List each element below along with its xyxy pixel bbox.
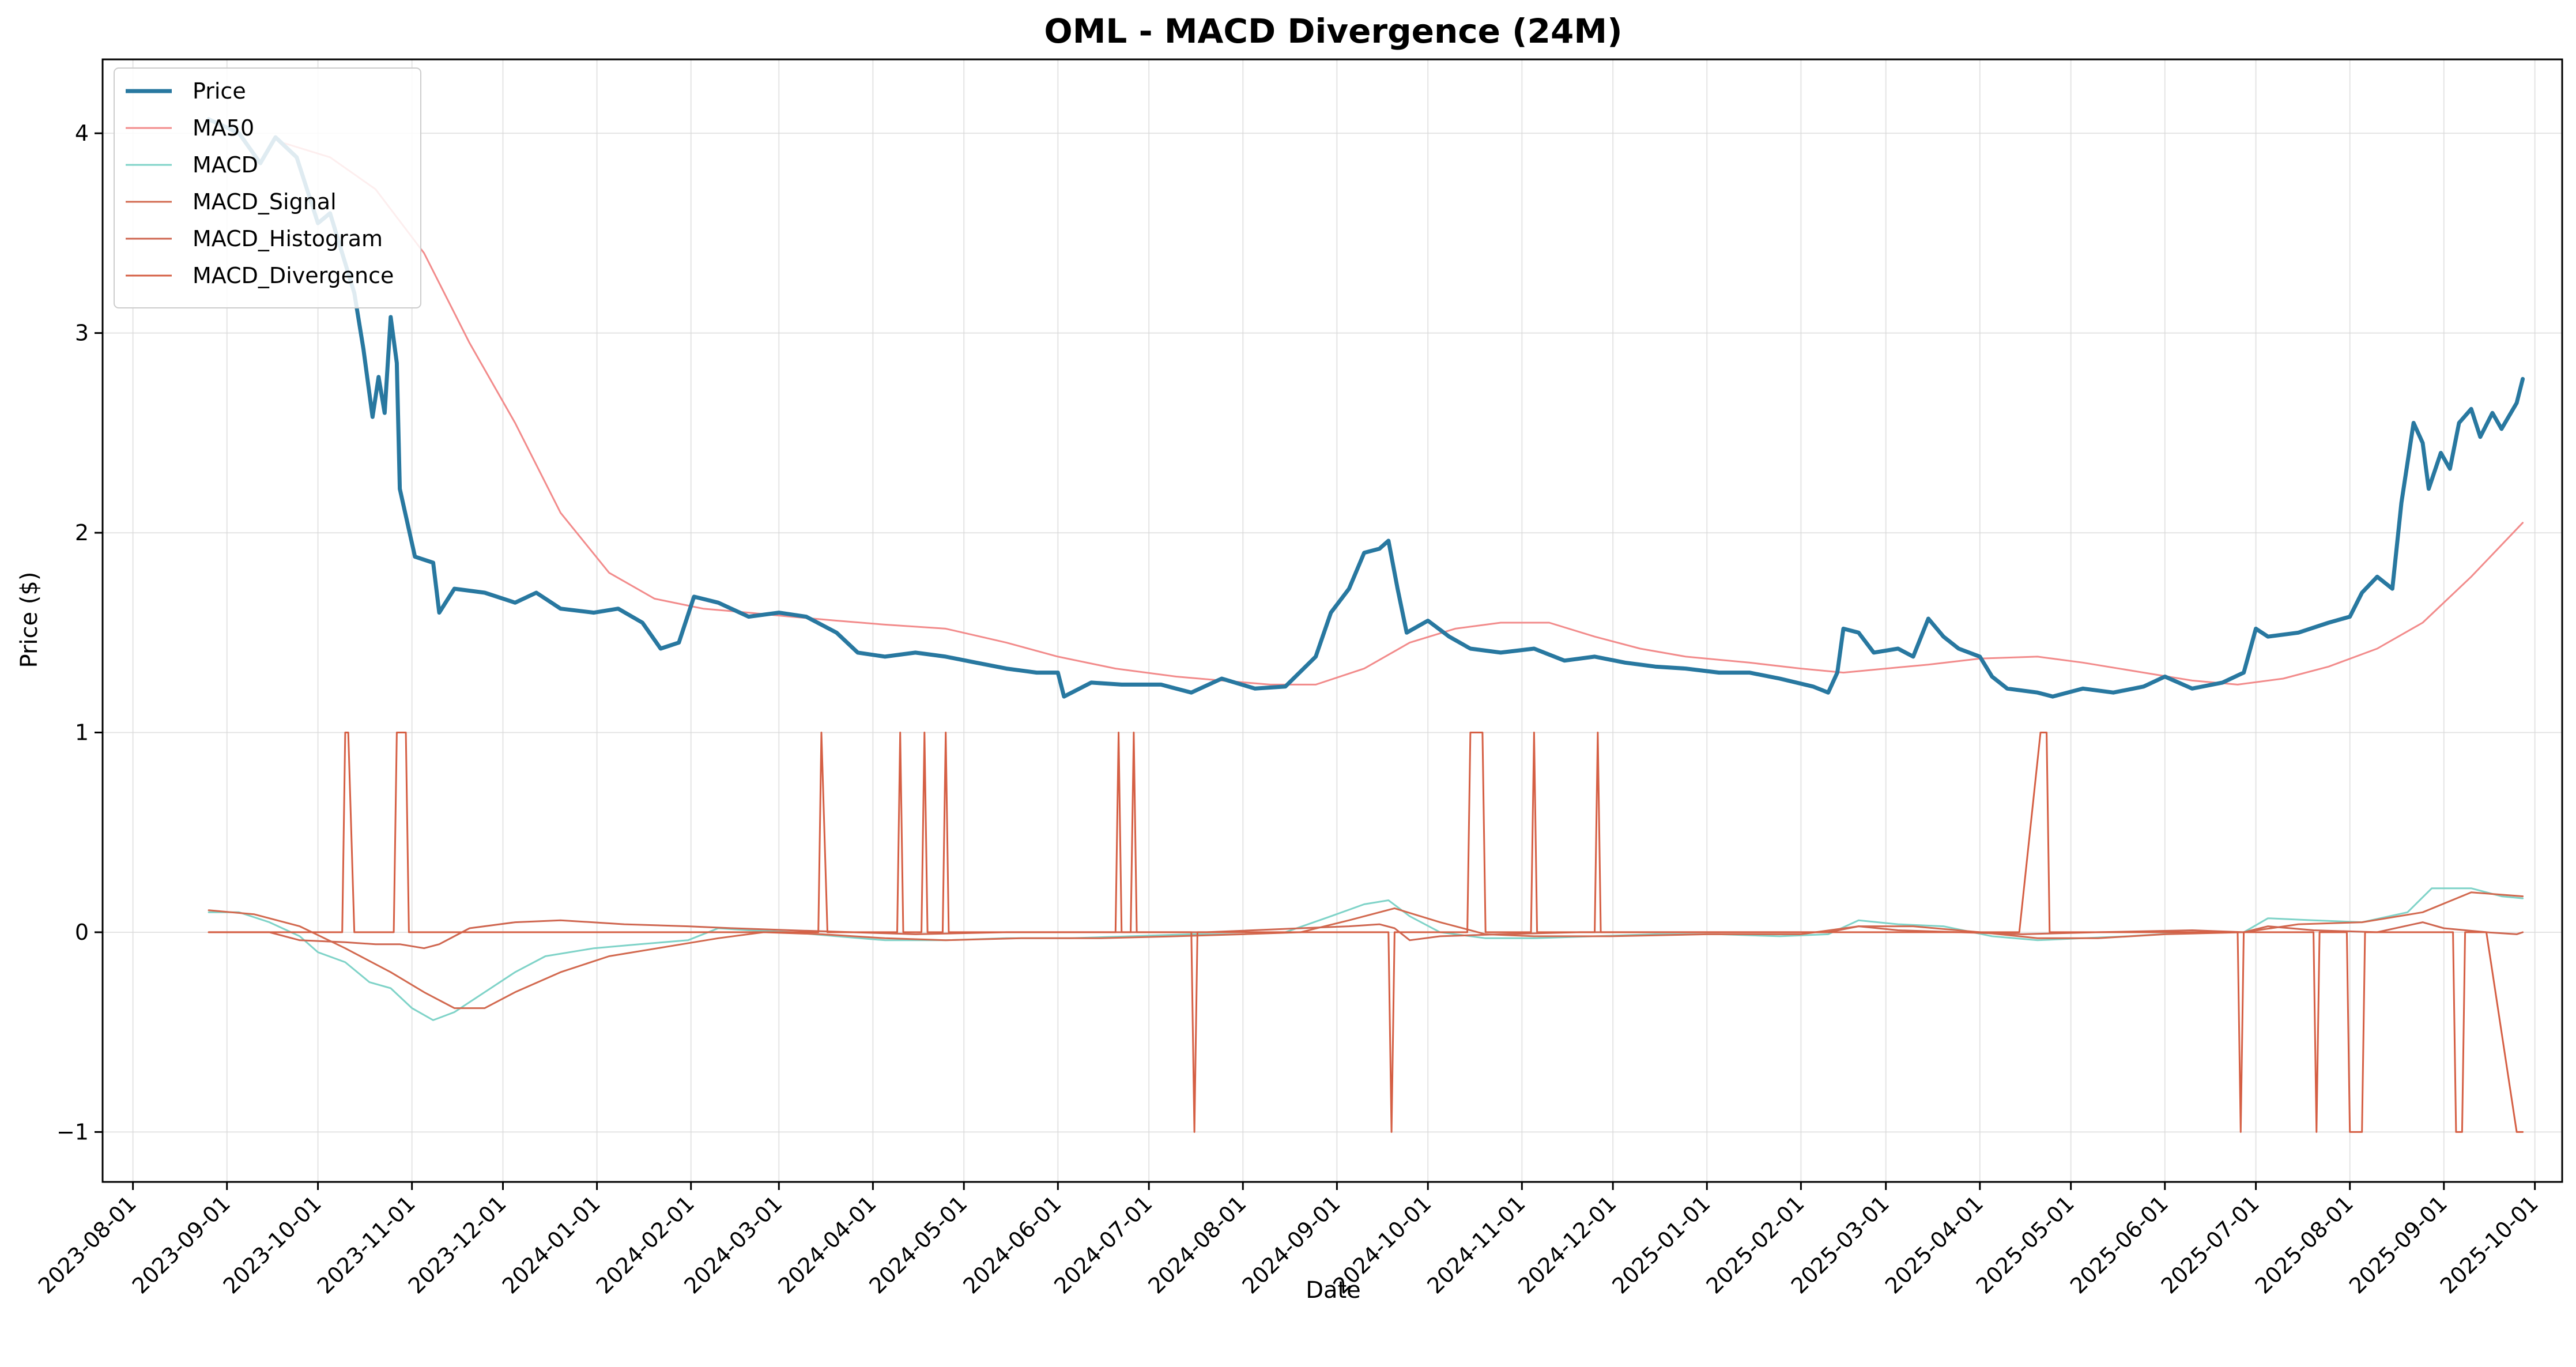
legend-label: MACD_Histogram <box>193 226 383 251</box>
series-line-ma50 <box>284 142 2524 686</box>
y-tick-label: −1 <box>56 1119 89 1144</box>
x-axis-label: Date <box>1306 1277 1361 1304</box>
y-tick-label: 1 <box>75 720 89 745</box>
y-tick-label: 4 <box>75 120 89 146</box>
legend-label: MACD_Divergence <box>193 263 394 288</box>
series-line-macd-signal <box>208 891 2524 1010</box>
series-line-macd-divergence <box>208 732 2524 1133</box>
legend: Price MA50 MACD MACD_Signal MACD_Histogram MA… <box>114 67 421 308</box>
plot-frame <box>101 58 2563 1183</box>
y-tick-label: 2 <box>75 520 89 545</box>
series-line-price <box>206 117 2525 699</box>
y-axis-label: Price ($) <box>16 572 43 668</box>
legend-label: MACD <box>193 152 258 178</box>
legend-box <box>114 67 421 308</box>
chart-title: OML - MACD Divergence (24M) <box>1044 12 1622 51</box>
series-line-macd-histogram <box>208 919 2524 950</box>
series-lines <box>206 117 2525 1133</box>
y-tick-label: 0 <box>75 920 89 945</box>
legend-label: MACD_Signal <box>193 189 337 214</box>
legend-label: MA50 <box>193 115 254 141</box>
legend-label: Price <box>193 78 246 104</box>
y-tick-label: 3 <box>75 321 89 346</box>
